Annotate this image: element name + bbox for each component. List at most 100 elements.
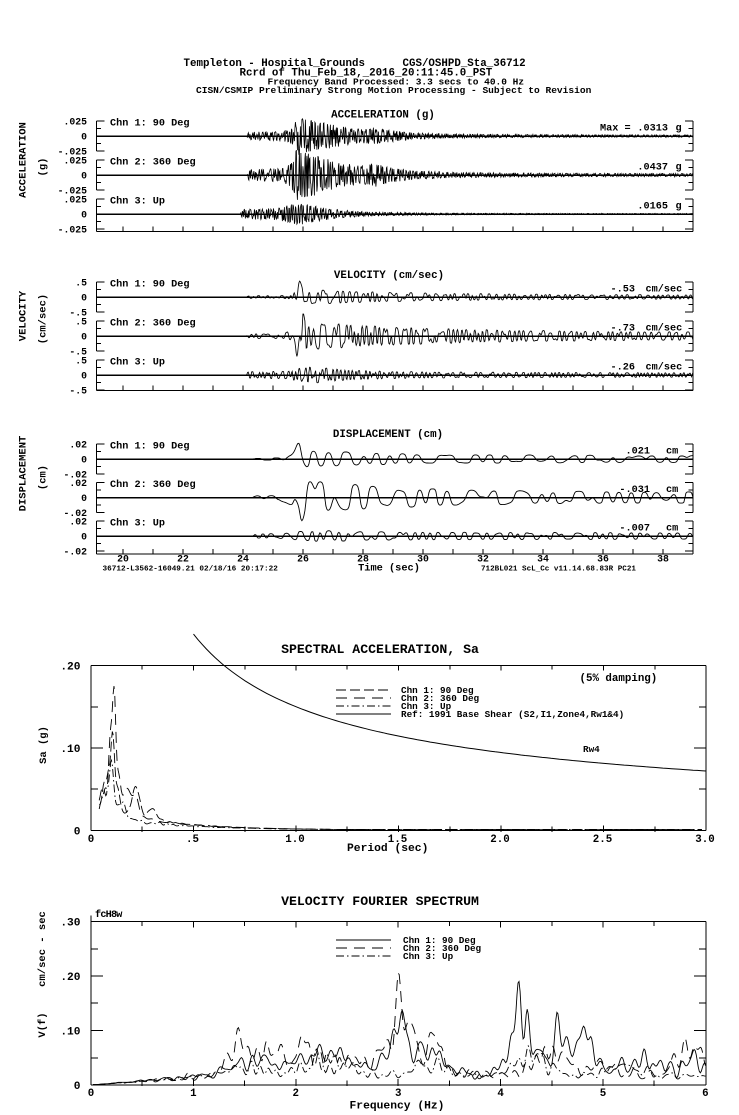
svg-text:.30: .30 [60,918,80,930]
svg-text:2.5: 2.5 [593,834,612,846]
svg-text:-.5: -.5 [69,386,87,397]
svg-text:0: 0 [81,455,87,466]
svg-text:712BL021 ScL_Cc v11.14.68.83: 712BL021 ScL_Cc v11.14.68.83R PC21 [481,566,636,574]
svg-text:Chn 2: 360 Deg: Chn 2: 360 Deg [110,157,196,169]
svg-text:.0313: .0313 [637,124,668,135]
svg-text:VELOCITY (cm/sec): VELOCITY (cm/sec) [334,270,444,282]
svg-text:Max =: Max = [600,124,631,135]
svg-text:cm/sec: cm/sec [646,323,683,335]
svg-text:36: 36 [597,554,609,565]
svg-text:ACCELERATION (g): ACCELERATION (g) [331,110,435,122]
svg-text:-.53: -.53 [611,285,635,296]
svg-text:Chn 3: Up: Chn 3: Up [110,196,165,208]
svg-text:-.02: -.02 [63,470,87,481]
svg-text:Sa (g): Sa (g) [38,726,50,764]
svg-text:.20: .20 [60,972,80,984]
svg-text:.20: .20 [60,662,80,674]
svg-text:-.007: -.007 [619,524,650,535]
svg-text:g: g [676,124,682,135]
svg-text:0: 0 [88,834,94,846]
svg-text:Rw4: Rw4 [583,744,600,755]
svg-text:1: 1 [190,1088,197,1100]
svg-text:Chn 1: 90 Deg: Chn 1: 90 Deg [401,685,474,696]
svg-text:0: 0 [74,1081,81,1093]
svg-text:.0437: .0437 [637,163,668,174]
svg-text:0: 0 [81,493,87,504]
svg-text:.0165: .0165 [637,202,668,213]
svg-text:cm: cm [666,524,678,535]
svg-text:5: 5 [600,1088,606,1100]
svg-text:Ref: 1991 Base Shear (S2,I1,Zo: Ref: 1991 Base Shear (S2,I1,Zone4,Rw1&4) [401,709,624,720]
svg-text:-.26: -.26 [611,363,635,374]
svg-text:.5: .5 [186,834,199,846]
svg-text:2: 2 [293,1088,299,1100]
svg-text:-.025: -.025 [58,225,88,236]
svg-text:-.031: -.031 [619,485,650,496]
svg-text:.5: .5 [75,317,87,328]
svg-text:.10: .10 [60,744,80,756]
svg-text:-.025: -.025 [58,186,88,197]
svg-text:.02: .02 [69,478,87,489]
svg-text:34: 34 [537,554,549,565]
svg-text:0: 0 [81,371,87,382]
svg-text:g: g [676,163,682,174]
svg-text:.021: .021 [626,447,650,458]
svg-text:20: 20 [117,554,129,565]
svg-text:4: 4 [497,1088,504,1100]
svg-text:0: 0 [81,332,87,343]
svg-text:(cm/sec): (cm/sec) [38,294,50,344]
svg-text:cm: cm [666,485,678,496]
svg-text:DISPLACEMENT (cm): DISPLACEMENT (cm) [333,429,443,441]
svg-text:-.5: -.5 [69,347,87,358]
svg-text:24: 24 [237,554,249,565]
svg-text:cm/sec: cm/sec [646,284,683,296]
svg-text:0: 0 [81,132,87,143]
svg-text:V(f): V(f) [37,1012,49,1037]
svg-text:Chn 1: 90 Deg: Chn 1: 90 Deg [110,279,189,291]
svg-text:cm: cm [666,447,678,458]
svg-text:ACCELERATION: ACCELERATION [18,122,30,198]
svg-text:30: 30 [417,554,429,565]
svg-text:VELOCITY FOURIER SPECTRUM: VELOCITY FOURIER SPECTRUM [281,894,479,909]
svg-text:CGS/OSHPD_Sta_36712: CGS/OSHPD_Sta_36712 [403,58,526,70]
svg-text:0: 0 [81,532,87,543]
svg-text:3: 3 [395,1088,401,1100]
svg-text:DISPLACEMENT: DISPLACEMENT [18,436,30,512]
svg-text:Chn 3: Up: Chn 3: Up [403,951,454,962]
svg-text:SPECTRAL ACCELERATION, Sa: SPECTRAL ACCELERATION, Sa [281,642,479,657]
svg-text:-.02: -.02 [63,508,87,519]
svg-text:-.73: -.73 [611,324,635,335]
svg-text:0: 0 [81,210,87,221]
svg-text:Frequency (Hz): Frequency (Hz) [350,1101,445,1113]
svg-text:Period (sec): Period (sec) [347,843,428,855]
svg-text:.025: .025 [63,117,87,128]
svg-text:Rcrd of Thu_Feb_18,_2016_20:11: Rcrd of Thu_Feb_18,_2016_20:11:45.0_PST [240,68,493,80]
svg-text:VELOCITY: VELOCITY [18,290,30,341]
svg-text:2.0: 2.0 [490,834,509,846]
svg-text:fcH8w: fcH8w [95,909,123,921]
svg-text:0: 0 [81,171,87,182]
svg-text:3.0: 3.0 [695,834,714,846]
svg-text:-.02: -.02 [63,547,87,558]
svg-text:CISN/CSMIP Preliminary Strong: CISN/CSMIP Preliminary Strong Motion Pro… [196,85,592,96]
svg-text:0: 0 [88,1088,94,1100]
svg-text:.5: .5 [75,278,87,289]
svg-text:Chn 3: Up: Chn 3: Up [401,701,452,712]
svg-text:.025: .025 [63,195,87,206]
svg-text:Templeton - Hospital_Grounds: Templeton - Hospital_Grounds [184,58,365,70]
svg-text:Chn 2: 360 Deg: Chn 2: 360 Deg [110,318,196,330]
svg-text:-.025: -.025 [58,147,88,158]
svg-text:26: 26 [297,554,309,565]
svg-text:g: g [676,202,682,213]
svg-text:Chn 1: 90 Deg: Chn 1: 90 Deg [110,118,189,130]
svg-text:Chn 2: 360 Deg: Chn 2: 360 Deg [110,479,196,491]
svg-text:(g): (g) [38,158,50,177]
svg-text:.02: .02 [69,440,87,451]
svg-text:6: 6 [702,1088,708,1100]
svg-text:1.5: 1.5 [388,834,407,846]
svg-text:1.0: 1.0 [285,834,304,846]
svg-text:cm/sec - sec: cm/sec - sec [37,911,49,987]
svg-text:cm/sec: cm/sec [646,362,683,374]
svg-text:0: 0 [74,827,81,839]
svg-text:Chn 1: 90 Deg: Chn 1: 90 Deg [110,441,189,453]
